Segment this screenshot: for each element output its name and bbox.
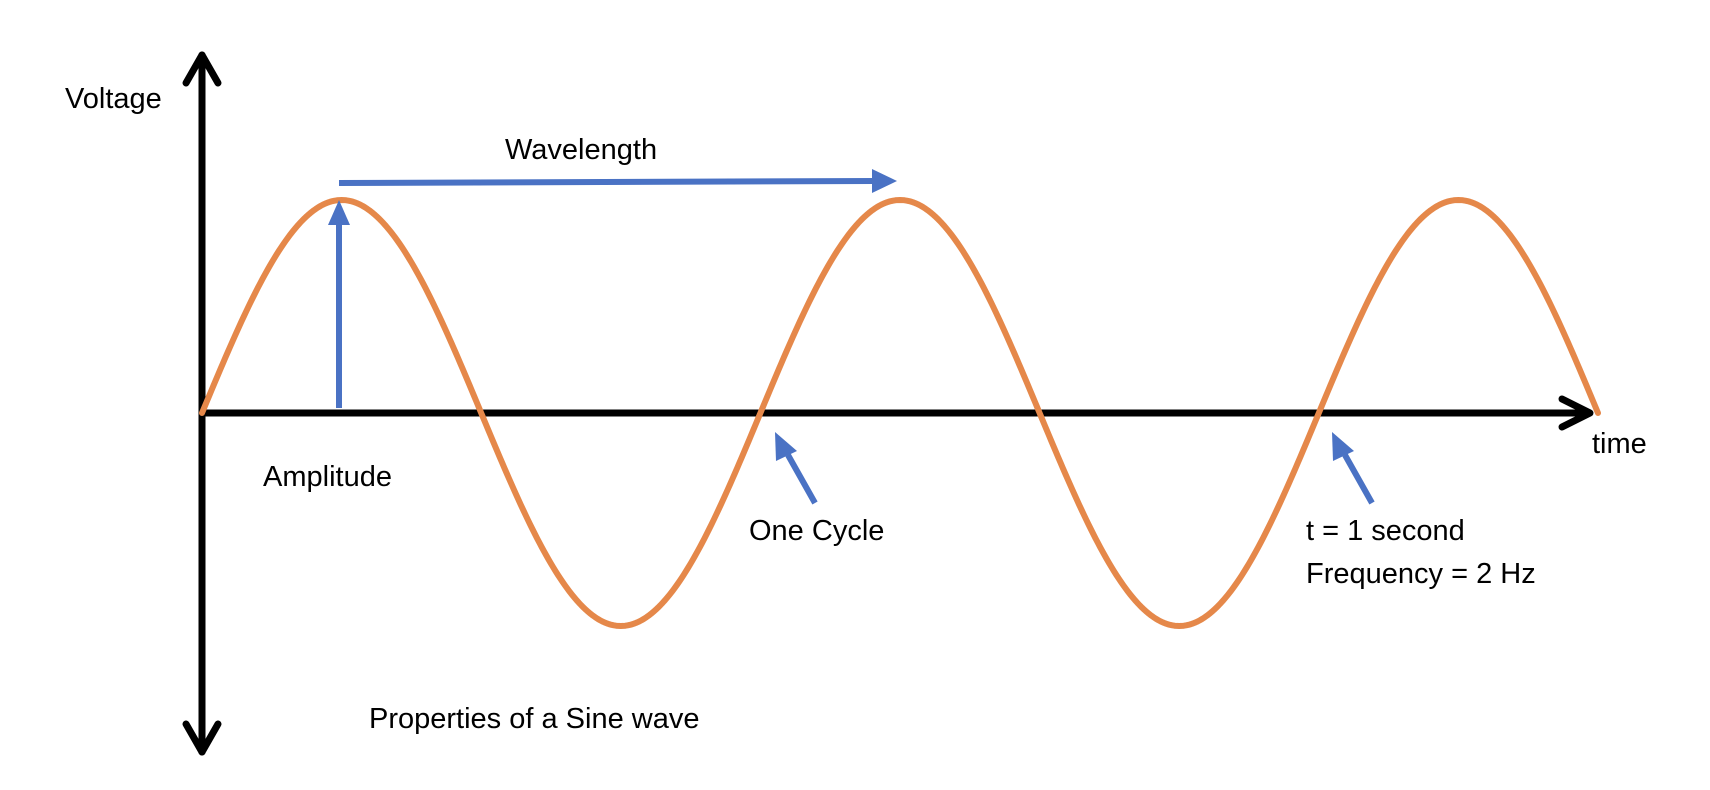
diagram-caption: Properties of a Sine wave: [369, 703, 699, 735]
one-cycle-arrow: [775, 432, 818, 505]
arrow-down-icon: [182, 720, 222, 756]
arrow-right-icon: [1558, 395, 1594, 431]
x-axis: [198, 395, 1594, 431]
arrow-up-icon: [182, 51, 222, 87]
sine-wave-curve: [199, 197, 1601, 629]
one-cycle-label: One Cycle: [749, 515, 884, 547]
amplitude-label: Amplitude: [263, 461, 392, 493]
frequency-label: Frequency = 2 Hz: [1306, 558, 1536, 590]
one-second-arrow: [1332, 432, 1375, 505]
wavelength-arrow: [338, 169, 897, 193]
amplitude-arrow: [328, 200, 350, 408]
y-axis-label: Voltage: [65, 83, 162, 115]
one-second-label: t = 1 second: [1306, 515, 1465, 547]
y-axis: [182, 51, 222, 756]
x-axis-label: time: [1592, 428, 1647, 460]
wavelength-label: Wavelength: [505, 134, 657, 166]
